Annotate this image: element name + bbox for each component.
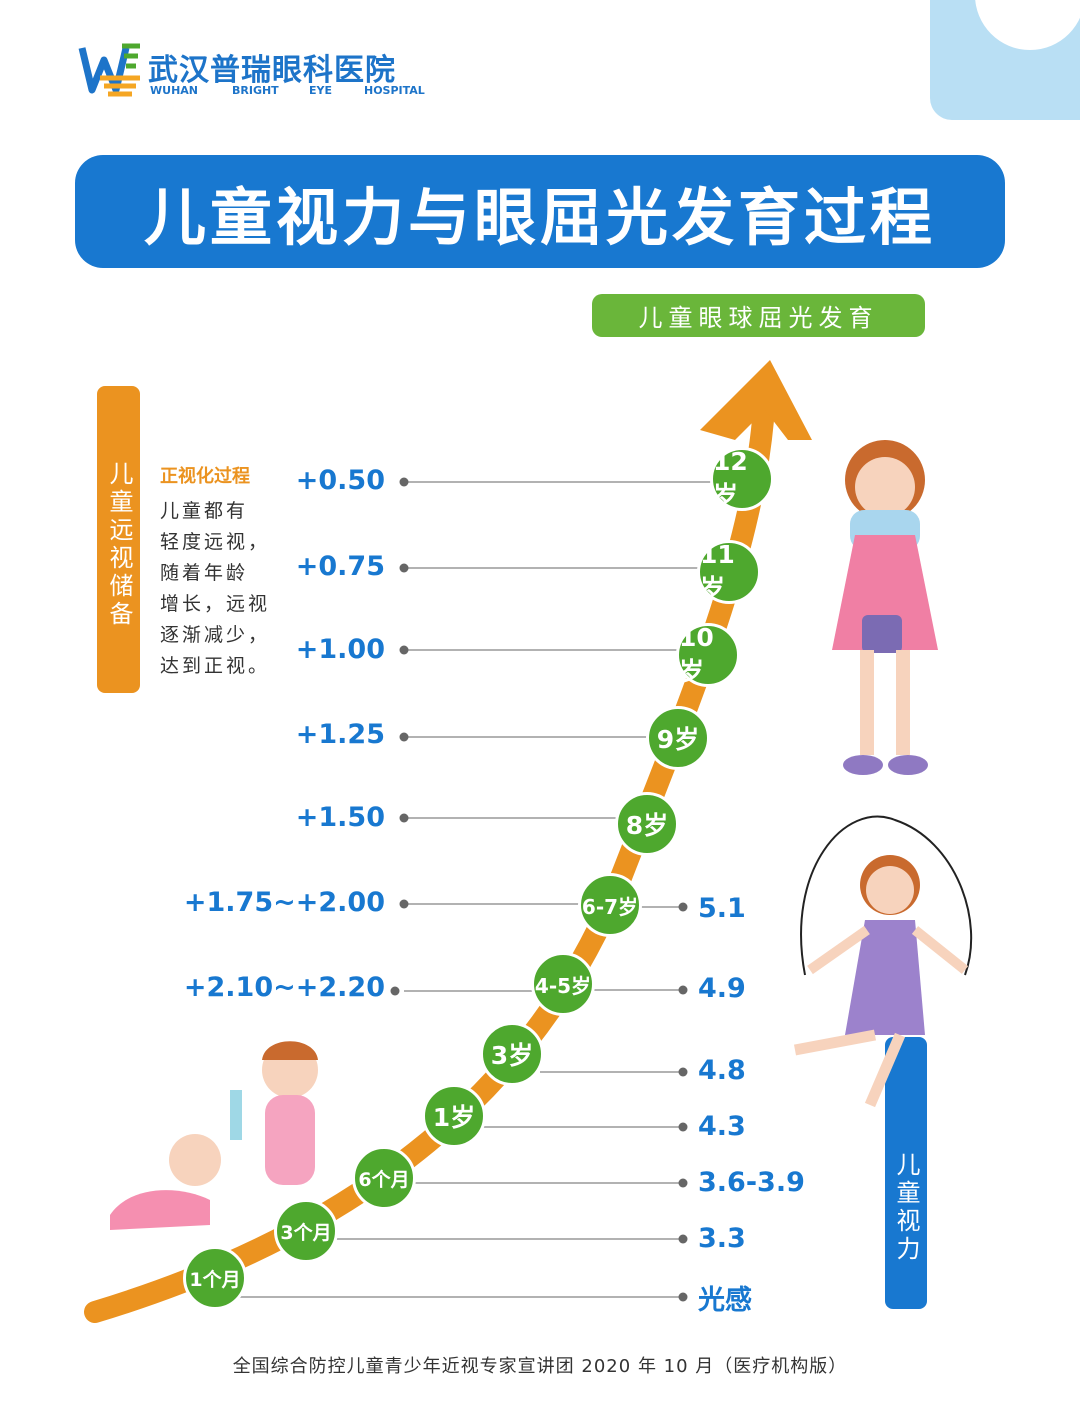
visual-acuity-value: 光感 (698, 1285, 752, 1316)
note-line: 儿童都有 (160, 500, 249, 522)
age-marker: 3岁 (480, 1022, 544, 1086)
visual-acuity-value: 5.1 (698, 893, 746, 924)
age-marker: 6-7岁 (578, 873, 642, 937)
hyperopia-value: +1.25 (295, 719, 385, 750)
girl-with-bag-illustration (832, 440, 938, 775)
hyperopia-dot (399, 899, 409, 909)
visual-acuity-value: 4.9 (698, 973, 746, 1004)
age-marker: 4-5岁 (531, 952, 595, 1016)
hyperopia-dot (399, 813, 409, 823)
hyperopia-value: +0.50 (295, 465, 385, 496)
note-line: 增长，远视 (160, 593, 271, 615)
note-line: 随着年龄 (160, 562, 249, 584)
hospital-name-en-4: HOSPITAL (364, 84, 425, 97)
age-marker: 6个月 (352, 1146, 416, 1210)
right-axis-label: 儿童视力 (885, 1037, 927, 1309)
visual-acuity-value: 4.8 (698, 1055, 746, 1086)
note-line: 轻度远视， (160, 531, 271, 553)
note-title: 正视化过程 (160, 466, 250, 487)
page-title: 儿童视力与眼屈光发育过程 (143, 180, 936, 254)
acuity-dot (678, 985, 688, 995)
hospital-name-en-2: BRIGHT (232, 84, 279, 97)
hyperopia-value: +0.75 (295, 551, 385, 582)
hyperopia-dot (399, 732, 409, 742)
visual-acuity-value: 3.6-3.9 (698, 1167, 805, 1198)
acuity-dot (678, 1067, 688, 1077)
age-marker: 12岁 (710, 447, 774, 511)
curve-label: 儿童眼球屈光发育 (592, 294, 925, 337)
age-marker: 9岁 (646, 706, 710, 770)
age-marker: 3个月 (274, 1199, 338, 1263)
hyperopia-value: +2.10~+2.20 (183, 972, 385, 1003)
age-marker: 10岁 (676, 623, 740, 687)
title-banner: 儿童视力与眼屈光发育过程 (75, 155, 1005, 268)
note-line: 逐渐减少， (160, 624, 271, 646)
girl-jumping-rope-illustration (793, 815, 973, 1108)
visual-acuity-value: 4.3 (698, 1111, 746, 1142)
hospital-name-en-1: WUHAN (150, 84, 198, 97)
hyperopia-value: +1.75~+2.00 (183, 887, 385, 918)
babies-illustration (110, 1041, 318, 1230)
hospital-logo-icon (78, 43, 140, 97)
hyperopia-dot (399, 477, 409, 487)
hyperopia-value: +1.50 (295, 802, 385, 833)
hospital-name: 武汉普瑞眼科医院 (148, 53, 396, 88)
growth-curve-arrowhead (700, 360, 812, 440)
age-marker: 11岁 (697, 540, 761, 604)
left-axis-label: 儿童远视储备 (97, 386, 140, 693)
acuity-dot (678, 1122, 688, 1132)
age-marker: 1个月 (183, 1246, 247, 1310)
acuity-dot (678, 1292, 688, 1302)
acuity-dot (678, 1234, 688, 1244)
acuity-dot (678, 902, 688, 912)
footer-source: 全国综合防控儿童青少年近视专家宣讲团 2020 年 10 月（医疗机构版） (232, 1356, 848, 1377)
hyperopia-value: +1.00 (295, 634, 385, 665)
age-marker: 8岁 (615, 792, 679, 856)
visual-acuity-value: 3.3 (698, 1223, 746, 1254)
hyperopia-dot (390, 986, 400, 996)
acuity-dot (678, 1178, 688, 1188)
note-line: 达到正视。 (160, 655, 271, 677)
hospital-name-en-3: EYE (309, 84, 332, 97)
hyperopia-dot (399, 645, 409, 655)
age-marker: 1岁 (422, 1084, 486, 1148)
hyperopia-dot (399, 563, 409, 573)
